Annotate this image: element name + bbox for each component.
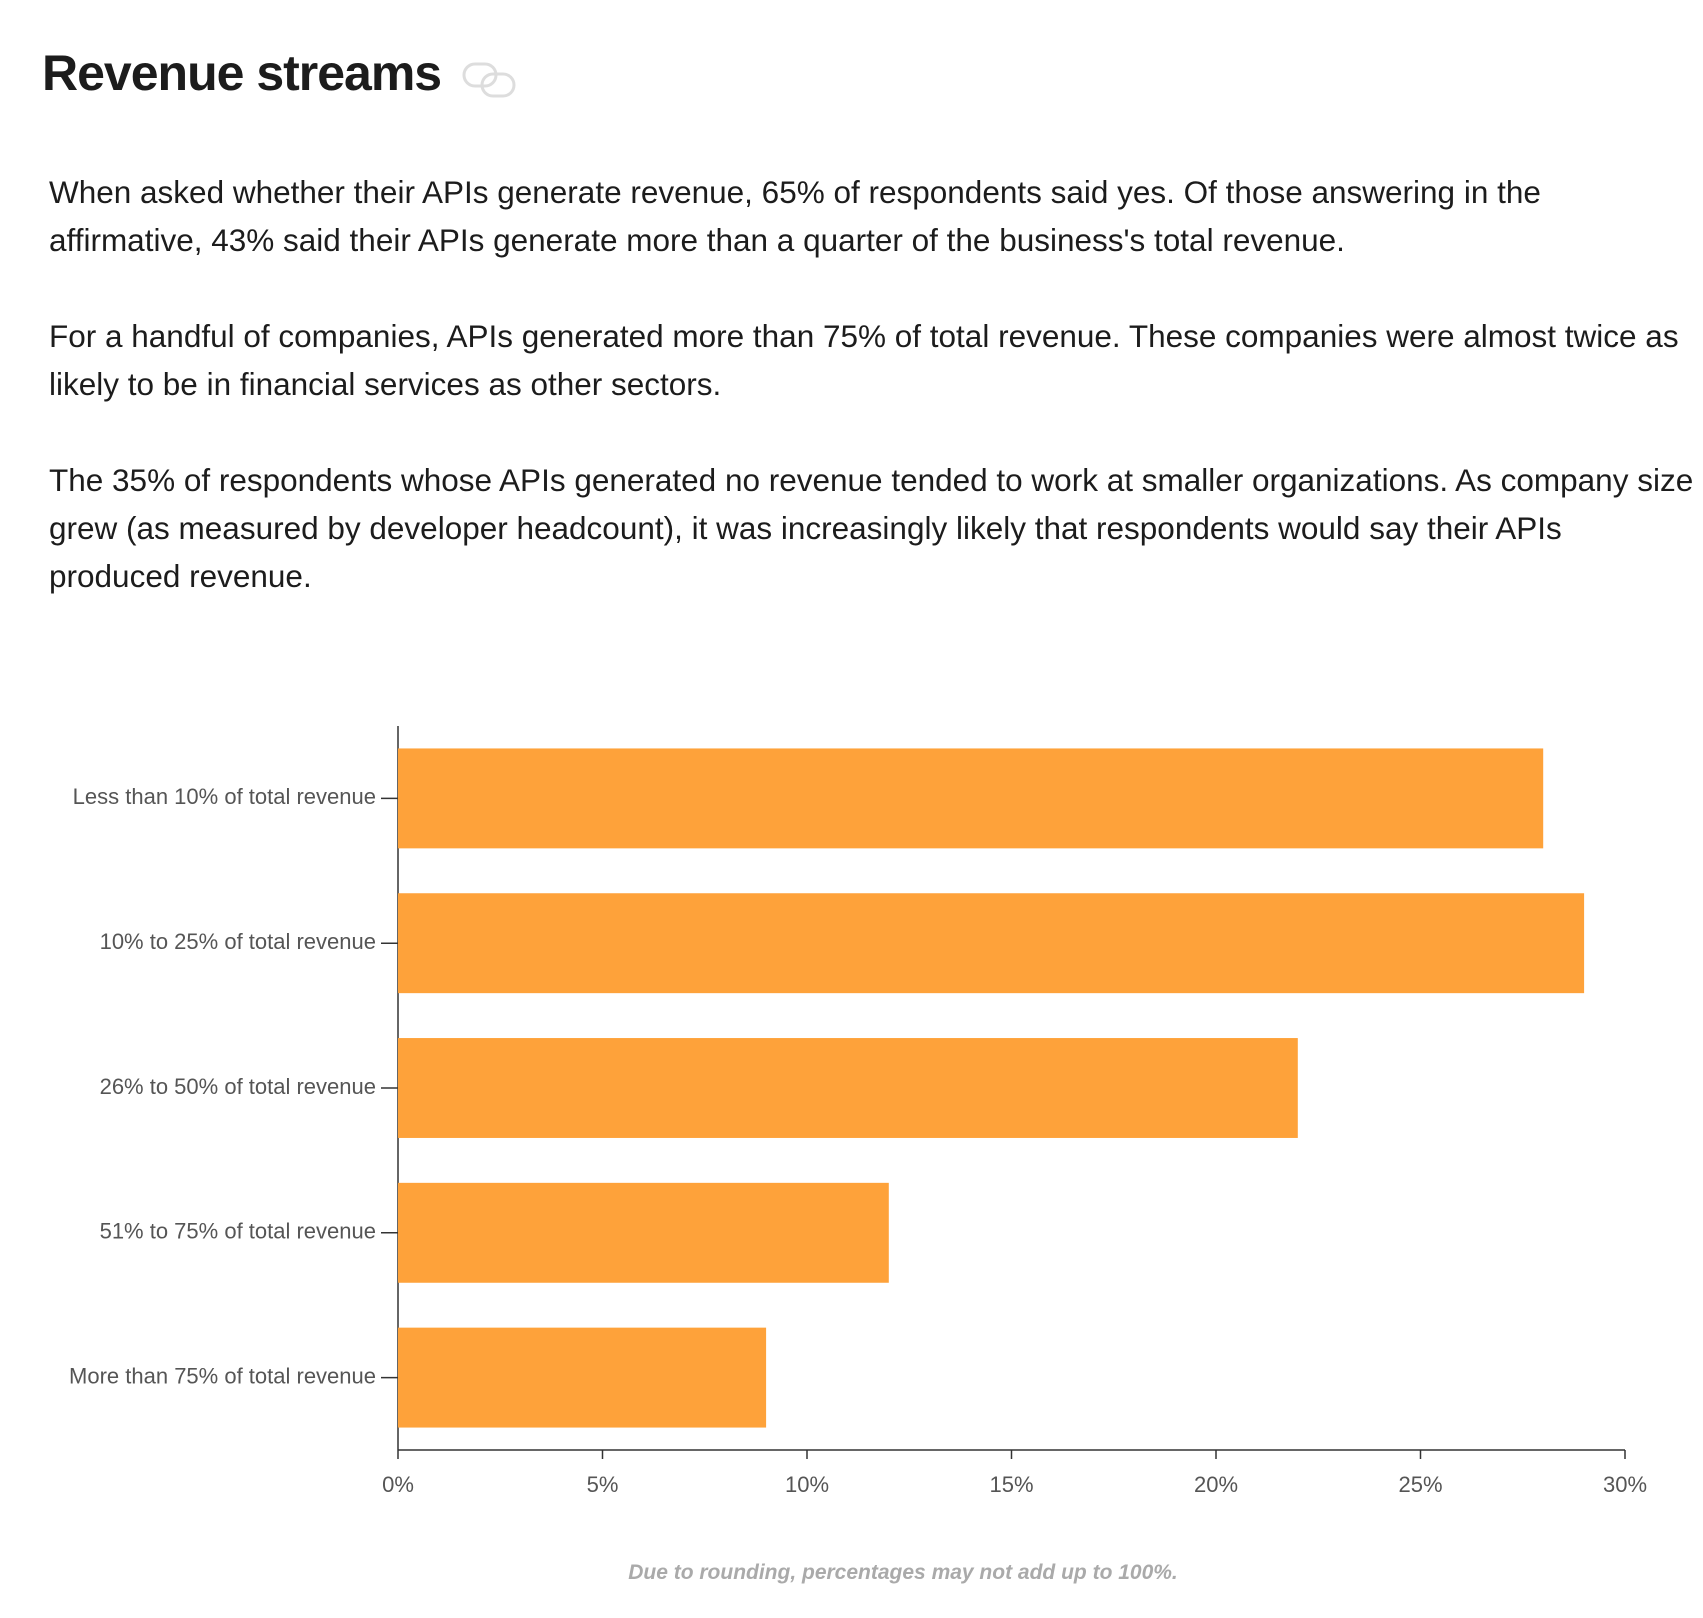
x-tick-label: 10% [785, 1472, 829, 1497]
y-tick-label: More than 75% of total revenue [69, 1363, 376, 1388]
paragraphs: When asked whether their APIs generate r… [49, 168, 1699, 648]
paragraph: For a handful of companies, APIs generat… [49, 318, 1679, 402]
paragraph: When asked whether their APIs generate r… [49, 174, 1541, 258]
y-tick-label: 10% to 25% of total revenue [100, 929, 376, 954]
chart: 0% 5% 10% 15% 20% 25% 30% Less than 10% of tota… [69, 726, 1647, 1497]
x-tick-label: 5% [587, 1472, 619, 1497]
x-tick-label: 0% [382, 1472, 414, 1497]
footnote: Due to rounding, percentages may not add… [628, 1561, 1178, 1584]
bar [398, 1327, 767, 1428]
bar [398, 748, 1544, 849]
x-tick-label: 30% [1603, 1472, 1647, 1497]
x-tick-label: 20% [1194, 1472, 1238, 1497]
y-tick-label: 51% to 75% of total revenue [100, 1219, 376, 1244]
x-tick-label: 15% [989, 1472, 1033, 1497]
link-ring [480, 72, 516, 98]
bar [398, 1038, 1298, 1138]
paragraph: The 35% of respondents whose APIs genera… [49, 462, 1694, 594]
x-tick-label: 25% [1398, 1472, 1442, 1497]
link-icon[interactable] [462, 60, 518, 100]
bar [398, 893, 1585, 994]
page-title: Revenue streams [42, 45, 442, 101]
y-tick-label: Less than 10% of total revenue [73, 784, 376, 809]
y-tick-label: 26% to 50% of total revenue [100, 1074, 376, 1099]
bar [398, 1182, 889, 1283]
